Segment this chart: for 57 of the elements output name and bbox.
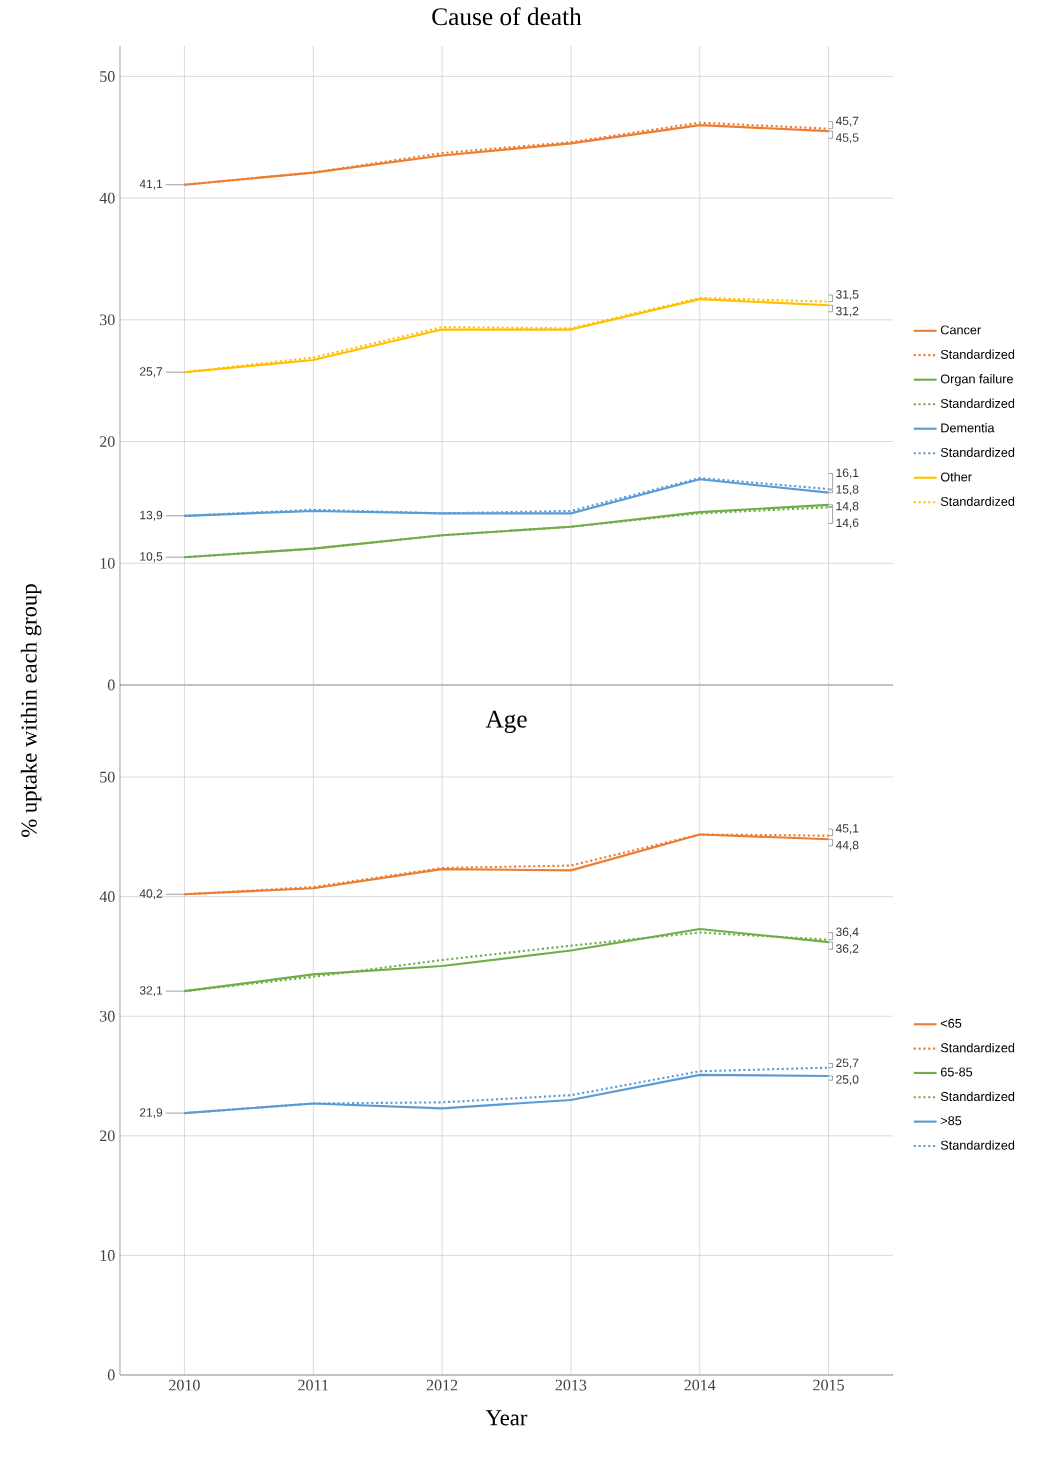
y-tick-label: 20 [100,436,115,447]
text: Age [485,710,527,733]
y-tick-label: 10 [100,1250,115,1261]
data-label: 36,4 [836,927,859,938]
data-label: 25,7 [140,367,163,378]
y-tick-label: 10 [100,557,115,569]
x-tick-label: 2011 [298,1379,328,1391]
data-label: 45,1 [835,824,859,835]
x-tick-label: 2014 [684,1379,716,1391]
y-tick-label: 50 [100,71,115,82]
data-label: 21,9 [140,1108,163,1119]
legend-label: 65-85 [940,1067,973,1077]
legend-label: Standardized [940,349,1015,359]
data-label: 15,8 [836,485,859,496]
legend-label: Standardized [940,1091,1015,1101]
y-tick-label: 20 [100,1130,115,1142]
data-label: 36,2 [836,944,859,955]
x-tick-label: 2015 [813,1379,844,1391]
legend-label: <65 [940,1018,962,1028]
y-tick-label: 0 [107,1369,115,1381]
x-tick-label: 2013 [555,1379,587,1391]
data-label: 40,2 [139,889,163,900]
data-label: 45,7 [835,116,859,127]
y-tick-label: 40 [99,192,115,204]
legend-label: Organ failure [940,374,1013,386]
legend-label: Standardized [940,1043,1015,1053]
x-tick-label: 2012 [426,1379,458,1391]
y-tick-label: 50 [100,771,115,783]
legend-label: Dementia [941,423,995,433]
x-axis-title: Year [485,1410,528,1426]
legend-label: Standardized [940,496,1015,506]
y-tick-label: 40 [99,891,115,903]
data-label: 45,5 [835,133,859,144]
data-label: 32,1 [139,986,163,997]
legend-label: Standardized [940,447,1015,457]
data-label: 44,8 [835,840,859,851]
data-label: 10,5 [140,552,163,563]
data-label: 14,6 [836,518,859,529]
legend-label: Other [940,472,972,482]
legend-label: Cancer [940,325,981,335]
chart-title: Cause of death [432,7,582,26]
data-label: 25,0 [836,1075,859,1086]
data-label: 41,1 [139,179,163,190]
y-axis-title: % uptake within each group [20,584,42,837]
y-tick-label: 0 [107,679,115,691]
data-label: 31,2 [836,306,859,317]
legend-label: Standardized [940,398,1015,408]
data-label: 14,8 [836,501,859,512]
data-label: 16,1 [836,468,859,479]
data-label: 13,9 [140,510,163,521]
y-tick-label: 30 [100,1010,115,1022]
legend-label: >85 [940,1116,962,1126]
data-label: 25,7 [836,1058,859,1069]
data-label: 31,5 [836,290,859,301]
legend-label: Standardized [940,1140,1015,1150]
x-tick-label: 2010 [169,1379,200,1391]
y-tick-label: 30 [100,314,115,326]
